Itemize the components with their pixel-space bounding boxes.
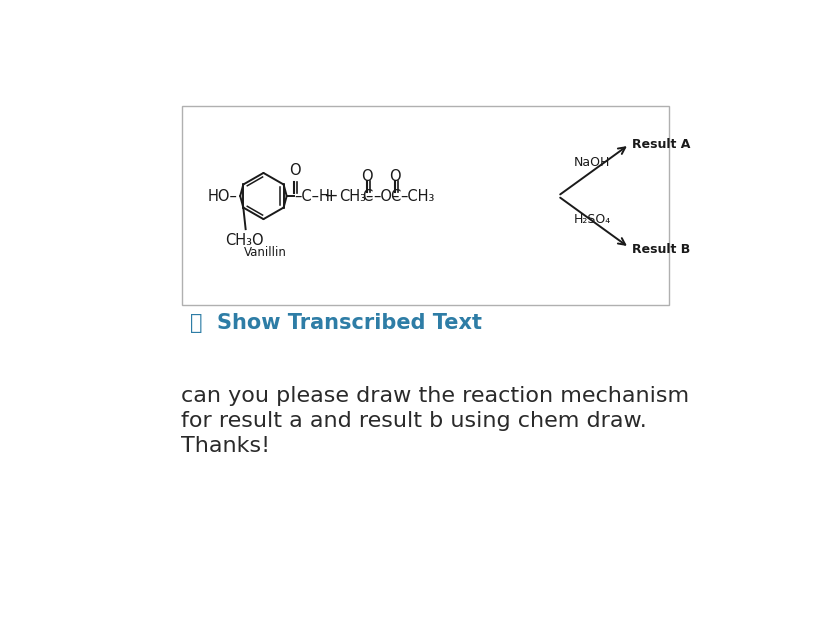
Text: Thanks!: Thanks! [182,436,271,456]
Text: for result a and result b using chem draw.: for result a and result b using chem dra… [182,411,647,431]
Text: O: O [289,162,300,178]
FancyBboxPatch shape [182,106,669,305]
Text: C: C [390,189,400,204]
Text: O: O [362,169,373,184]
Text: Result A: Result A [632,138,690,151]
Text: Result B: Result B [632,243,690,256]
Text: NaOH: NaOH [573,157,610,169]
Text: Vanillin: Vanillin [244,246,286,259]
Text: O: O [389,169,401,184]
Text: CH₃–: CH₃– [339,189,374,204]
Text: –C–H: –C–H [294,189,330,204]
Text: HO–: HO– [208,189,238,204]
Text: +: + [323,187,337,205]
Text: C: C [362,189,372,204]
Text: –O–: –O– [374,189,400,204]
Text: –CH₃: –CH₃ [400,189,434,204]
Text: H₂SO₄: H₂SO₄ [573,213,611,226]
Text: CH₃O: CH₃O [225,233,263,248]
Text: can you please draw the reaction mechanism: can you please draw the reaction mechani… [182,386,690,406]
Text: ⓨ  Show Transcribed Text: ⓨ Show Transcribed Text [190,313,482,333]
